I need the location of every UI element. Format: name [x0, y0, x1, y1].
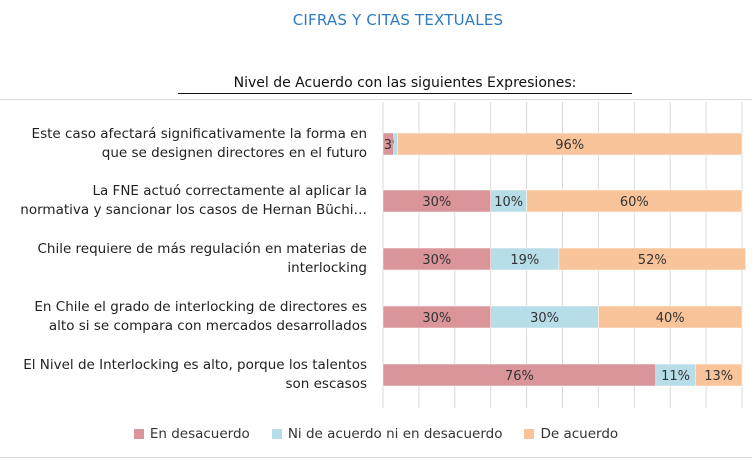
bar-segment — [526, 189, 743, 213]
category-label-line: interlocking — [287, 260, 367, 276]
legend-item-en-desacuerdo: En desacuerdo — [133, 426, 250, 442]
bar-segment — [598, 305, 743, 329]
category-label: La FNE actuó correctamente al aplicar la… — [0, 182, 367, 220]
data-label: 30% — [530, 311, 559, 326]
legend: En desacuerdo Ni de acuerdo ni en desacu… — [0, 426, 752, 442]
category-label: Este caso afectará significativamente la… — [0, 125, 367, 163]
page-title: CIFRAS Y CITAS TEXTUALES — [292, 11, 504, 29]
bar-segment — [558, 247, 746, 271]
data-label: 10% — [494, 195, 523, 210]
legend-swatch-de-acuerdo — [524, 429, 535, 439]
legend-swatch-ni-de-acuerdo — [271, 429, 282, 439]
data-label: 30% — [422, 195, 451, 210]
data-label: 60% — [620, 195, 649, 210]
bar-segment — [695, 363, 743, 387]
category-label-line: normativa y sancionar los casos de Herna… — [20, 202, 367, 218]
legend-item-de-acuerdo: De acuerdo — [524, 426, 618, 442]
legend-label: En desacuerdo — [149, 426, 250, 442]
data-label: 11% — [661, 369, 690, 384]
category-label-line: Este caso afectará significativamente la… — [31, 126, 367, 142]
category-label: El Nivel de Interlocking es alto, porque… — [0, 356, 367, 394]
category-label: Chile requiere de más regulación en mate… — [0, 240, 367, 278]
category-label-line: En Chile el grado de interlocking de dir… — [34, 299, 367, 315]
chart-frame-top — [0, 99, 752, 100]
data-label: 30% — [422, 311, 451, 326]
legend-swatch-en-desacuerdo — [133, 429, 144, 439]
chart-frame-bottom — [0, 457, 752, 458]
data-label: 19% — [510, 253, 539, 268]
category-label-line: que se designen directores en el futuro — [101, 145, 367, 161]
data-label: 30% — [422, 253, 451, 268]
legend-label: De acuerdo — [540, 426, 619, 442]
chart-title: Nivel de Acuerdo con las siguientes Expr… — [178, 75, 632, 94]
category-label-line: alto si se compara con mercados desarrol… — [48, 318, 367, 334]
category-label-line: La FNE actuó correctamente al aplicar la — [92, 183, 367, 199]
bar-segment — [393, 132, 398, 156]
legend-label: Ni de acuerdo ni en desacuerdo — [287, 426, 503, 442]
data-label: 13% — [704, 369, 733, 384]
data-label: 52% — [638, 253, 667, 268]
category-label-line: son escasos — [285, 376, 367, 392]
legend-item-ni-de-acuerdo: Ni de acuerdo ni en desacuerdo — [271, 426, 503, 442]
bar-segment — [397, 132, 743, 156]
category-label-line: El Nivel de Interlocking es alto, porque… — [23, 357, 367, 373]
category-label: En Chile el grado de interlocking de dir… — [0, 298, 367, 336]
data-label: 76% — [505, 369, 534, 384]
data-label: 40% — [656, 311, 685, 326]
category-label-line: Chile requiere de más regulación en mate… — [37, 241, 367, 257]
data-label: 96% — [555, 138, 584, 153]
